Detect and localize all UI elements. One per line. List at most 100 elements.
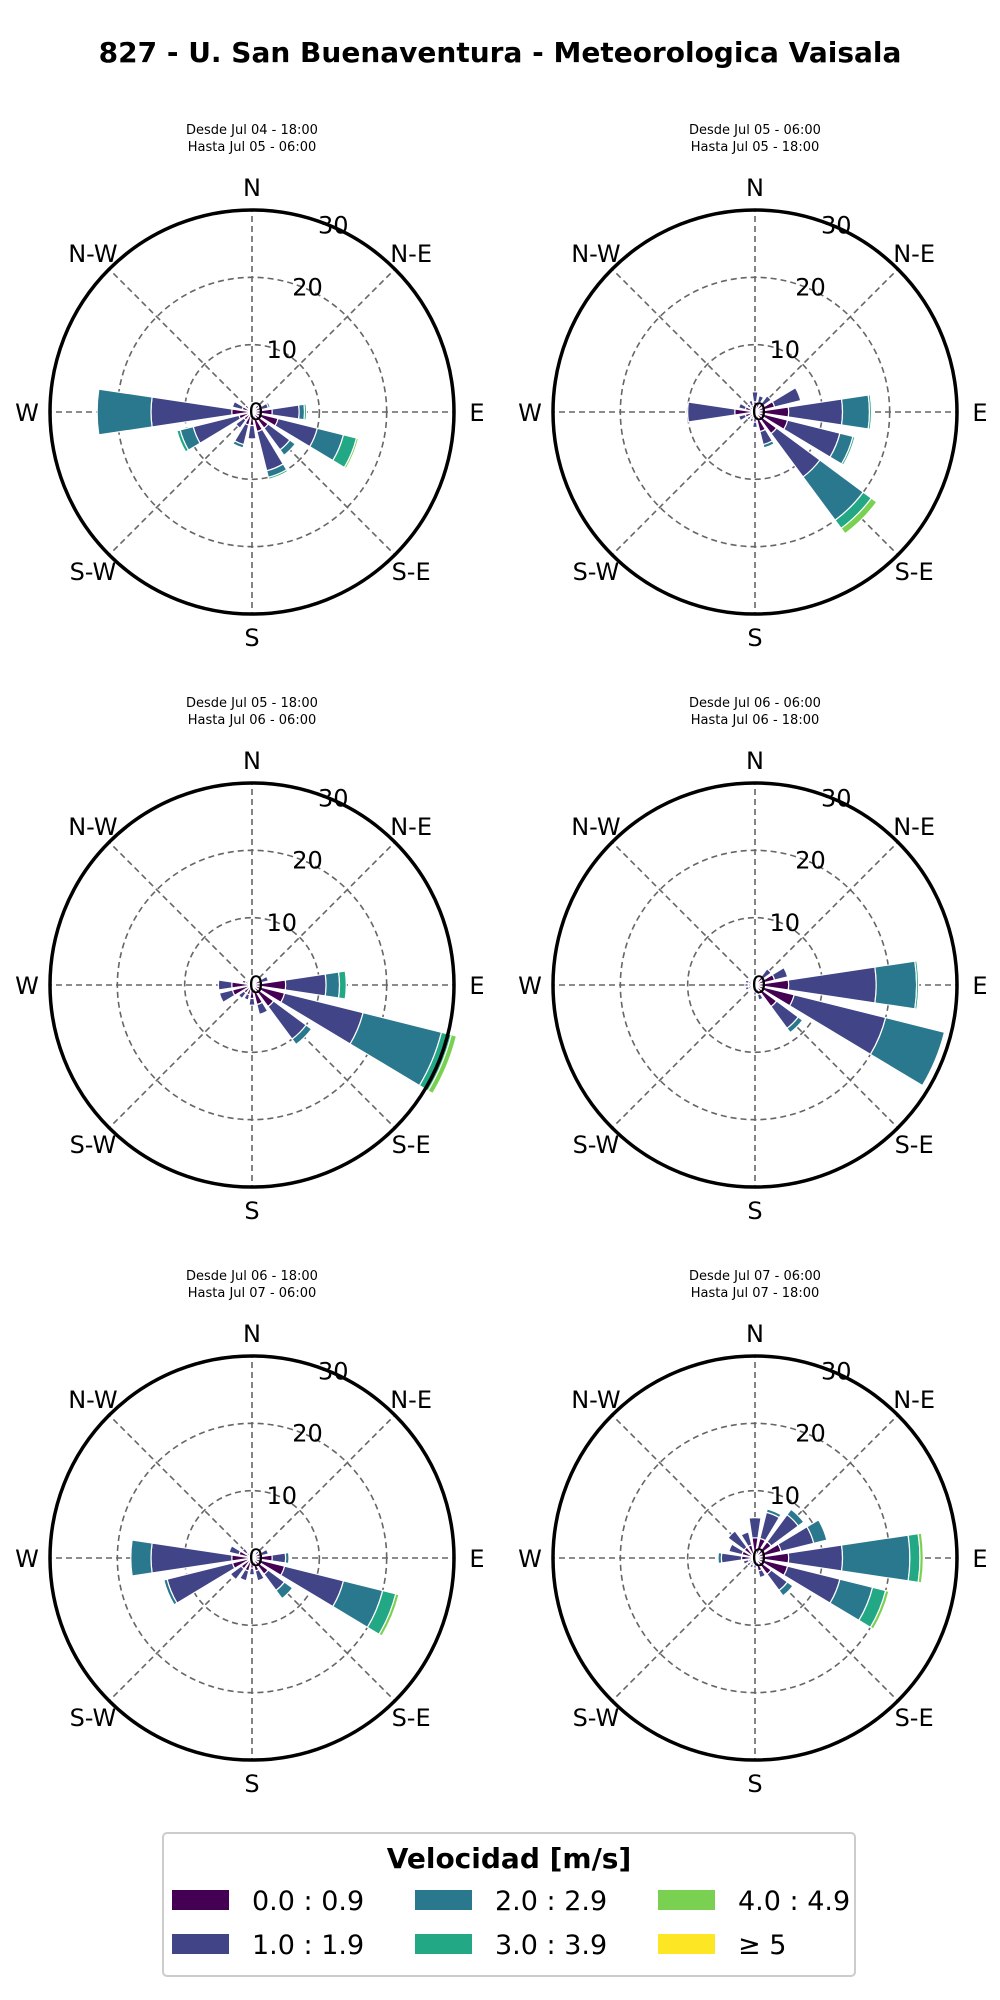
radial-tick-label: 0: [248, 1544, 263, 1572]
windrose-bar: [297, 403, 306, 421]
windrose-bar: [343, 437, 360, 470]
windrose-bar: [324, 971, 341, 999]
windrose-bar: [748, 1516, 762, 1539]
windrose-bar: [787, 1544, 844, 1572]
windrose-bar: [737, 413, 748, 422]
windrose-bar: [752, 990, 758, 996]
windrose-bar: [783, 1565, 841, 1604]
panel-subtitle-from: Desde Jul 04 - 18:00: [186, 123, 318, 138]
panel-subtitle-to: Hasta Jul 05 - 18:00: [691, 140, 820, 155]
radial-tick-label: 20: [795, 274, 826, 302]
direction-label: E: [469, 1545, 484, 1573]
windrose-panel: Desde Jul 05 - 18:00 Hasta Jul 06 - 06:00…: [15, 696, 484, 1225]
windrose-bar: [771, 966, 789, 981]
windrose-bar: [254, 404, 260, 410]
direction-label: S-W: [573, 1704, 620, 1732]
legend-swatch: [658, 1934, 715, 1954]
panel-subtitle-to: Hasta Jul 06 - 18:00: [691, 713, 820, 728]
direction-label: N: [243, 174, 261, 202]
direction-label: N-W: [68, 1386, 117, 1414]
windrose-bar: [778, 1581, 794, 1597]
windrose-bar: [742, 1558, 751, 1566]
radial-tick-label: 30: [821, 211, 852, 239]
windrose-bar: [747, 399, 755, 408]
windrose-bar: [907, 1532, 921, 1584]
legend-swatch: [658, 1890, 715, 1910]
angular-gridline: [108, 1414, 253, 1559]
legend: Velocidad [m/s] 0.0 : 0.9 1.0 : 1.9 2.0 : 2…: [162, 1832, 856, 1977]
direction-label: E: [972, 399, 987, 427]
angular-gridline: [108, 1557, 253, 1702]
panel-subtitle-to: Hasta Jul 07 - 18:00: [691, 1286, 820, 1301]
windrose-bar: [271, 1552, 287, 1564]
direction-label: S-E: [895, 1131, 934, 1159]
windrose-bar: [917, 1532, 924, 1584]
windrose-bar: [840, 394, 871, 430]
direction-label: N: [243, 1320, 261, 1348]
windrose-bar: [687, 401, 736, 423]
radial-tick-label: 0: [751, 398, 766, 426]
direction-label: S-E: [895, 1704, 934, 1732]
angular-gridline: [108, 841, 253, 986]
direction-label: W: [518, 399, 542, 427]
radial-tick-label: 30: [318, 1357, 349, 1385]
windrose-panels: Desde Jul 04 - 18:00 Hasta Jul 05 - 06:00…: [15, 123, 987, 1798]
figure-title: 827 - U. San Buenaventura - Meteorologic…: [99, 36, 902, 69]
polar-frame: [48, 1354, 456, 1762]
direction-label: E: [972, 972, 987, 1000]
legend-label: ≥ 5: [738, 1930, 786, 1961]
windrose-bar: [284, 973, 327, 997]
direction-label: S-W: [70, 1131, 117, 1159]
windrose-bar: [243, 992, 251, 1001]
windrose-bar: [241, 1547, 249, 1555]
windrose-bar: [228, 1545, 242, 1556]
angular-gridline: [611, 268, 756, 413]
direction-label: N-E: [390, 240, 432, 268]
legend-label: 1.0 : 1.9: [252, 1930, 364, 1961]
windrose-bar: [248, 979, 252, 983]
windrose-bar: [163, 1578, 178, 1606]
direction-label: W: [15, 1545, 39, 1573]
legend-label: 2.0 : 2.9: [495, 1886, 607, 1917]
windrose-bar: [756, 394, 765, 405]
windrose-bar: [176, 429, 190, 453]
windrose-bar: [760, 967, 773, 980]
windrose-bar: [752, 1563, 758, 1569]
windrose-bar: [744, 978, 751, 985]
panel-subtitle-from: Desde Jul 06 - 06:00: [689, 696, 821, 711]
direction-label: E: [469, 972, 484, 1000]
angular-gridline: [754, 268, 899, 413]
windrose-bar: [247, 424, 257, 440]
direction-label: W: [15, 972, 39, 1000]
radial-tick-label: 30: [318, 784, 349, 812]
windrose-bar: [248, 406, 252, 410]
windrose-bar: [248, 997, 256, 1006]
windrose-bar: [337, 970, 347, 1000]
radial-tick-label: 30: [821, 1357, 852, 1385]
windrose-bar: [271, 404, 300, 420]
direction-label: S-E: [392, 1704, 431, 1732]
legend-swatch: [172, 1890, 229, 1910]
windrose-bar: [762, 440, 775, 449]
windrose-bar: [748, 416, 755, 423]
windrose-bar: [869, 1589, 890, 1630]
windrose-panel: Desde Jul 06 - 06:00 Hasta Jul 06 - 18:00…: [518, 696, 987, 1225]
direction-label: N-W: [571, 813, 620, 841]
windrose-bar: [840, 435, 856, 466]
windrose-bar: [744, 982, 750, 988]
windrose-bar: [232, 440, 245, 449]
panel-subtitle-from: Desde Jul 06 - 18:00: [186, 1269, 318, 1284]
direction-label: S-W: [70, 558, 117, 586]
windrose-bar: [746, 415, 752, 421]
windrose-bar: [254, 1550, 260, 1556]
direction-label: S: [244, 1197, 259, 1225]
windrose-bar: [840, 497, 878, 535]
radial-tick-label: 0: [751, 1544, 766, 1572]
angular-gridline: [611, 411, 756, 556]
direction-label: S: [747, 624, 762, 652]
radial-tick-label: 10: [266, 336, 297, 364]
direction-label: S: [244, 1770, 259, 1798]
windrose-bar: [291, 1024, 313, 1046]
radial-tick-label: 30: [821, 784, 852, 812]
